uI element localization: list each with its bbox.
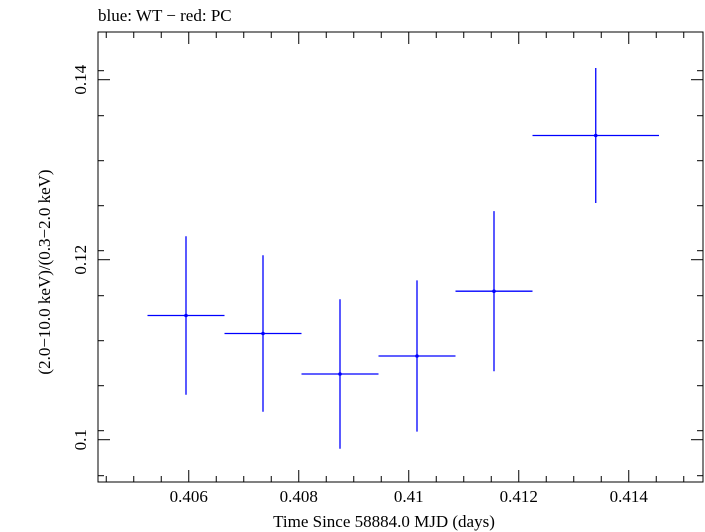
y-tick-label: 0.12	[71, 245, 90, 275]
x-tick-label: 0.406	[170, 487, 208, 506]
y-tick-label: 0.1	[71, 429, 90, 450]
x-tick-label: 0.414	[610, 487, 649, 506]
x-axis-label: Time Since 58884.0 MJD (days)	[273, 512, 495, 531]
chart-title: blue: WT − red: PC	[98, 6, 232, 25]
data-point	[492, 289, 496, 294]
data-point	[415, 354, 419, 358]
x-tick-label: 0.408	[280, 487, 318, 506]
data-point	[593, 133, 598, 138]
data-point	[261, 331, 265, 336]
data-point	[338, 372, 342, 376]
y-axis-label: (2.0−10.0 keV)/(0.3−2.0 keV)	[35, 169, 54, 374]
x-tick-label: 0.412	[500, 487, 538, 506]
x-tick-label: 0.41	[394, 487, 424, 506]
y-tick-label: 0.14	[71, 64, 90, 94]
data-point	[184, 313, 188, 318]
plot-frame	[97, 31, 704, 483]
